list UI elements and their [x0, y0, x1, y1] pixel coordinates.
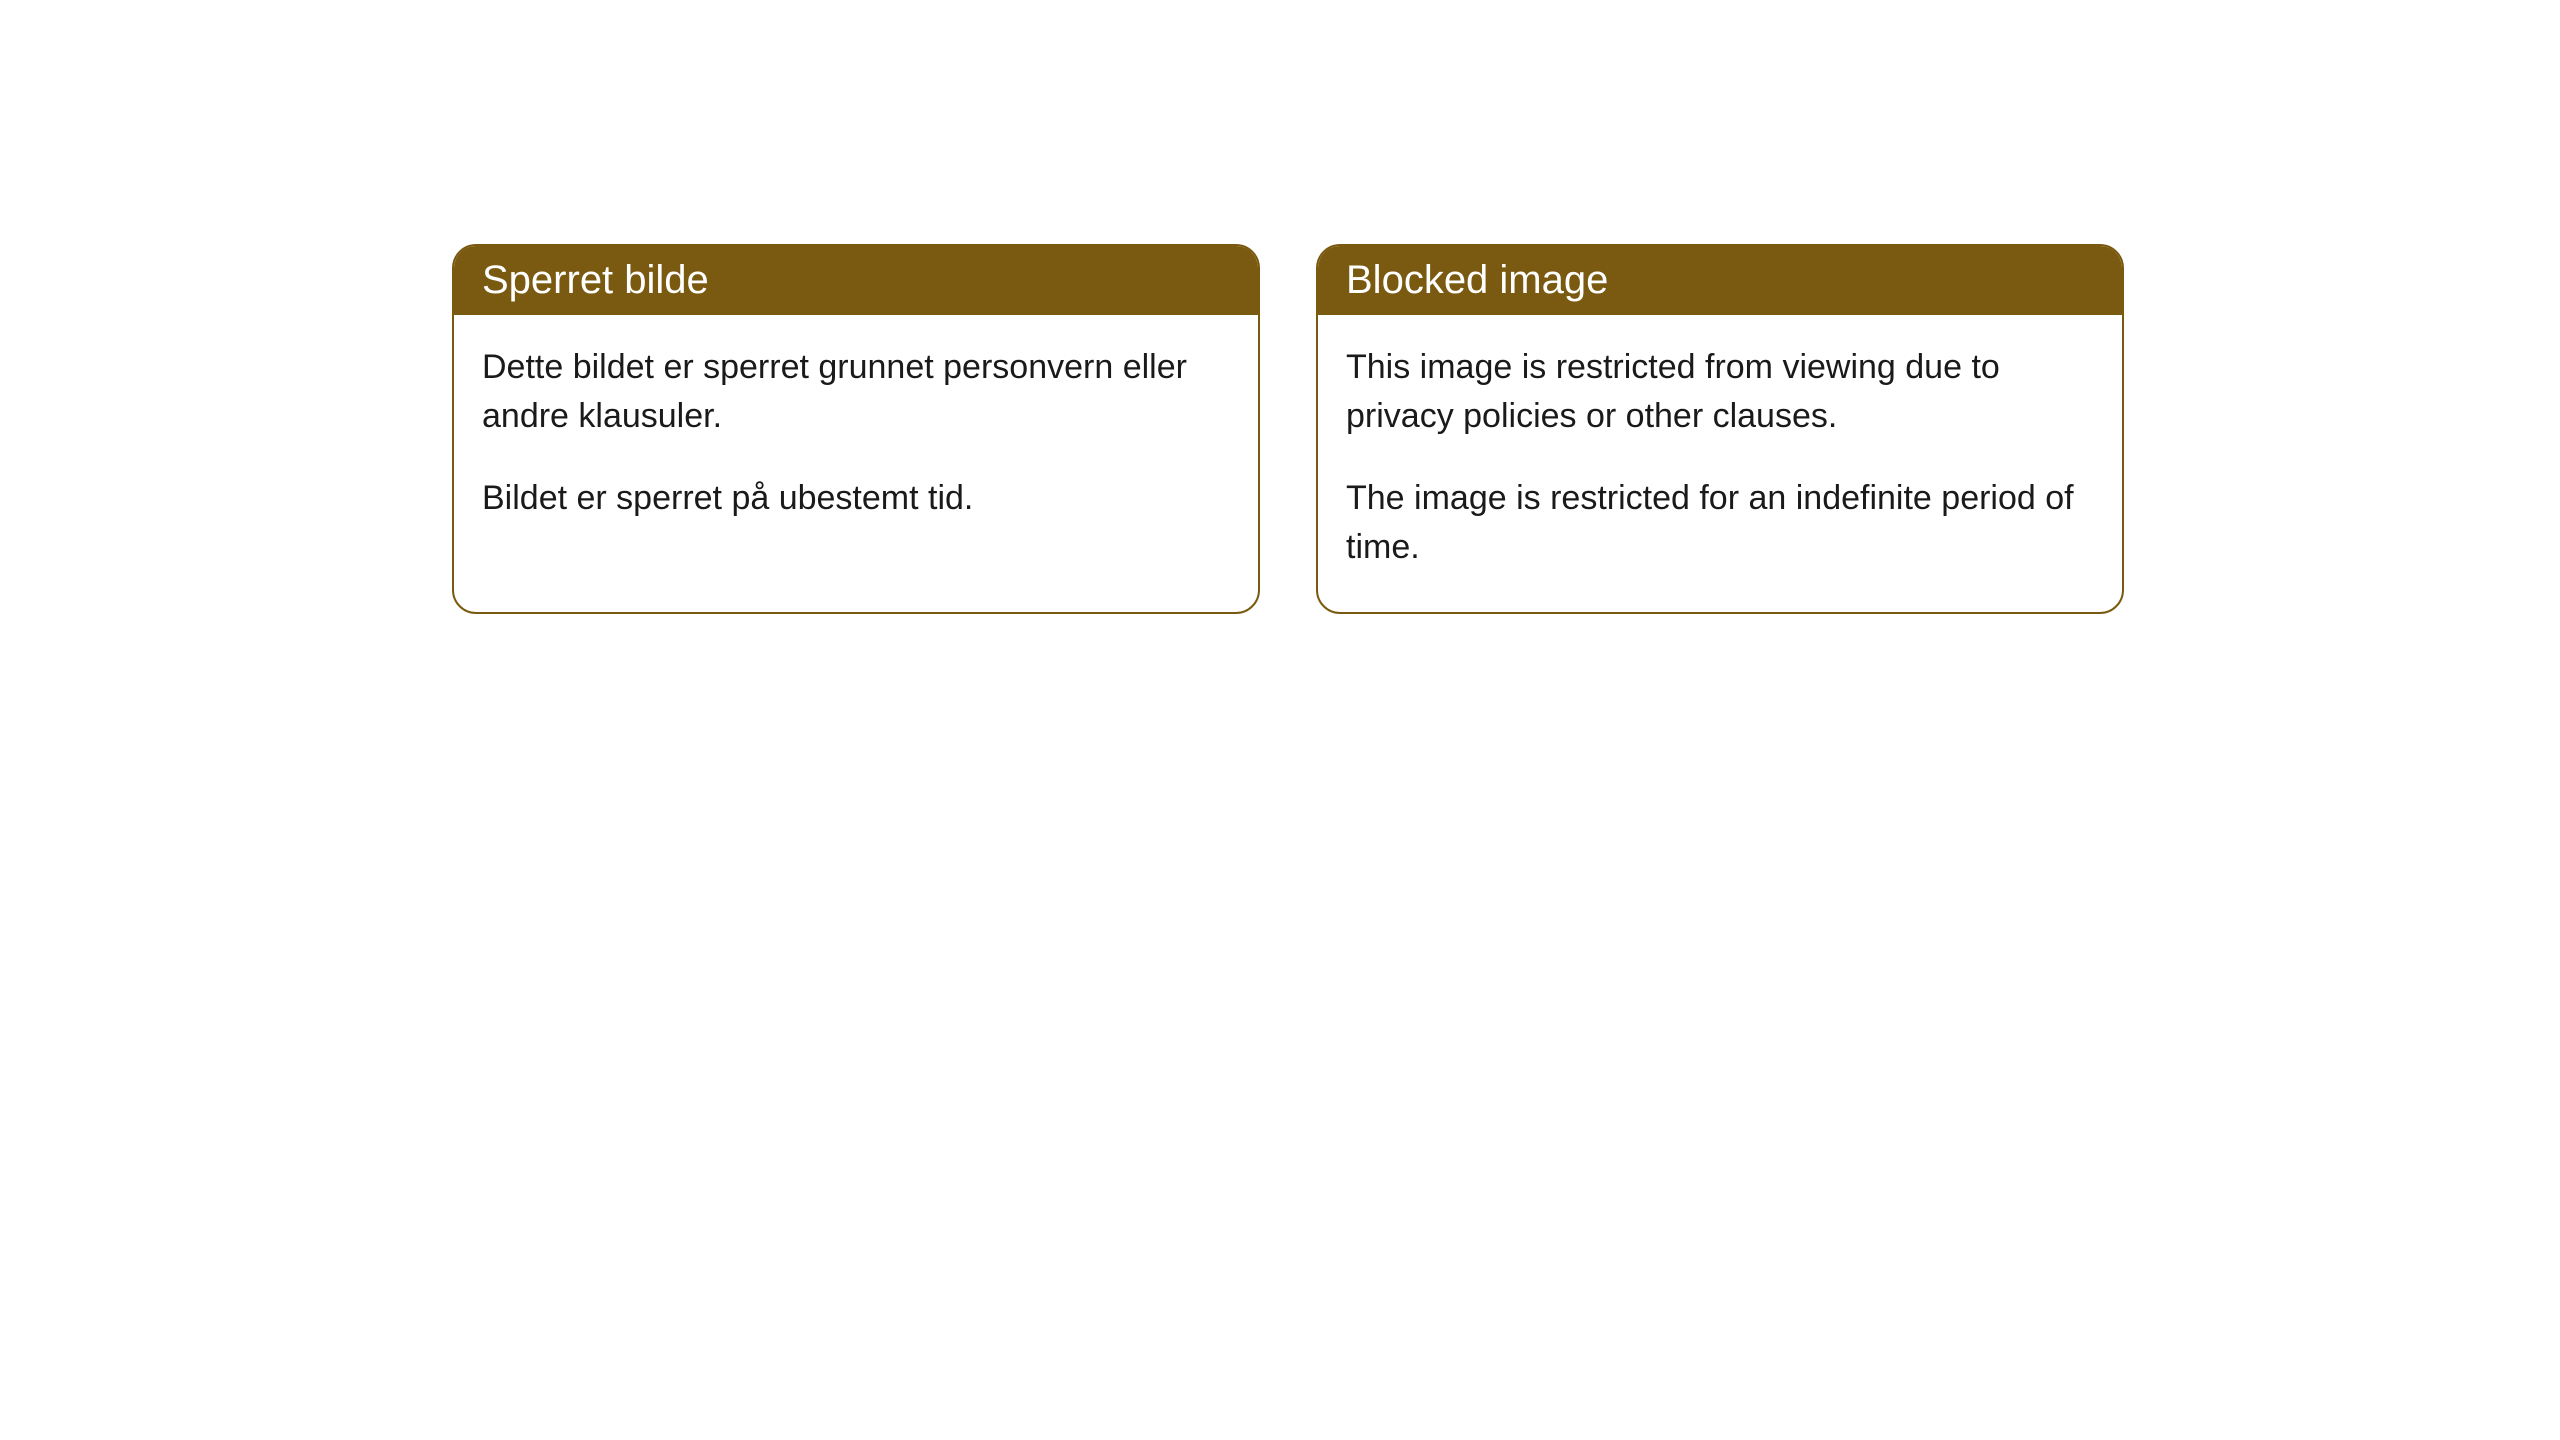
card-title: Blocked image	[1318, 246, 2122, 315]
card-paragraph: This image is restricted from viewing du…	[1346, 343, 2094, 442]
card-body: Dette bildet er sperret grunnet personve…	[454, 315, 1258, 563]
notice-card-english: Blocked image This image is restricted f…	[1316, 244, 2124, 614]
card-paragraph: Dette bildet er sperret grunnet personve…	[482, 343, 1230, 442]
notice-card-norwegian: Sperret bilde Dette bildet er sperret gr…	[452, 244, 1260, 614]
card-body: This image is restricted from viewing du…	[1318, 315, 2122, 612]
card-paragraph: Bildet er sperret på ubestemt tid.	[482, 474, 1230, 523]
card-paragraph: The image is restricted for an indefinit…	[1346, 474, 2094, 573]
notice-container: Sperret bilde Dette bildet er sperret gr…	[452, 244, 2124, 614]
card-title: Sperret bilde	[454, 246, 1258, 315]
